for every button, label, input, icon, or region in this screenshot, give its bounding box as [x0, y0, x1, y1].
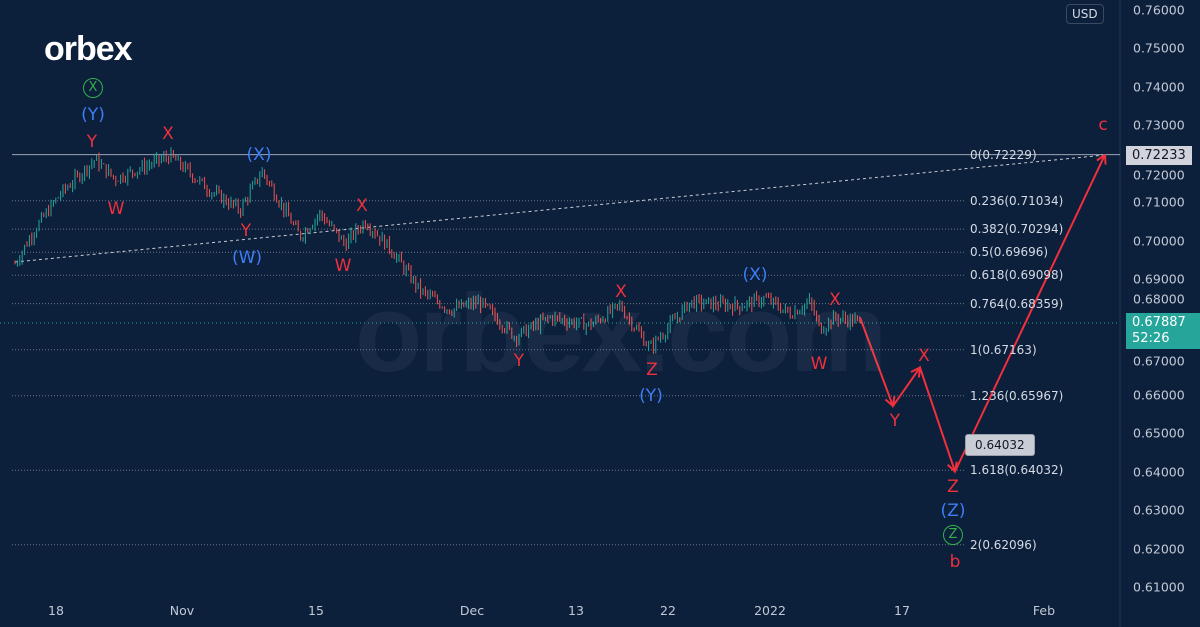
wave-label: Z: [947, 477, 959, 497]
arrow-head-icon: [884, 398, 894, 407]
wave-label: X: [829, 290, 841, 310]
watermark: orbex.com: [355, 272, 887, 395]
fib-level-label: 0.382(0.70294): [970, 222, 1064, 237]
candle-countdown: 52:26: [1132, 331, 1170, 346]
price-axis-label: 0.72000: [1133, 167, 1185, 182]
time-axis-label: 18: [48, 603, 64, 618]
currency-button[interactable]: USD: [1066, 4, 1104, 24]
orbex-logo: orbex: [44, 30, 133, 68]
price-axis-label: 0.61000: [1133, 579, 1185, 595]
time-axis-label: 2022: [754, 603, 786, 618]
time-axis-label: 13: [568, 603, 584, 618]
wave-label: b: [949, 552, 961, 572]
arrow-head-icon: [1096, 153, 1106, 162]
arrow-head-icon: [910, 366, 921, 373]
fib-trend-line: [14, 154, 1106, 263]
arrow-head-icon: [917, 367, 921, 378]
current-price-tag: 0.67887 52:26: [1126, 313, 1200, 349]
wave-label: Y: [240, 221, 252, 241]
time-axis-label: Nov: [169, 603, 195, 618]
arrow-head-icon: [1104, 154, 1107, 165]
price-axis-label: 0.73000: [1133, 117, 1185, 133]
target-price-callout: 0.64032: [965, 434, 1035, 456]
time-axis-label: 17: [894, 603, 910, 618]
wave-label: X: [83, 78, 103, 98]
price-axis-label: 0.76000: [1133, 2, 1185, 17]
price-axis-label: 0.66000: [1133, 387, 1185, 402]
fib-level-label: 1.618(0.64032): [970, 463, 1064, 478]
wave-label: (W): [231, 248, 263, 268]
fib-level-label: 1(0.67163): [970, 342, 1037, 357]
wave-label: Y: [513, 351, 525, 371]
wave-label: Z: [646, 360, 658, 380]
price-axis-label: 0.67000: [1133, 353, 1185, 369]
wave-label: (Y): [81, 105, 105, 125]
fibonacci-lines: [12, 154, 1120, 546]
wave-label: (X): [742, 265, 768, 285]
price-axis-label: 0.74000: [1133, 79, 1185, 94]
price-axis-label: 0.63000: [1133, 502, 1185, 518]
fib-level-label: 0.764(0.68359): [970, 296, 1064, 311]
current-price: 0.67887: [1132, 315, 1186, 330]
price-axis-label: 0.64000: [1133, 464, 1185, 479]
wave-label: Y: [86, 132, 98, 152]
fib-level-label: 0.5(0.69696): [970, 245, 1049, 260]
price-axis-label: 0.68000: [1133, 291, 1185, 306]
arrow-head-icon: [954, 461, 958, 472]
wave-label: Y: [889, 411, 901, 431]
arrow-head-icon: [946, 463, 956, 473]
time-axis-label: Feb: [1032, 603, 1056, 618]
time-axis-label: 22: [660, 603, 676, 618]
fib-level-label: 0.618(0.69098): [970, 268, 1064, 283]
wave-label: (Y): [639, 386, 663, 406]
time-axis-label: Dec: [459, 603, 485, 618]
wave-label: Z: [943, 525, 963, 545]
price-axis-label: 0.75000: [1133, 40, 1185, 56]
wave-label: W: [107, 199, 125, 219]
price-axis-label: 0.65000: [1133, 425, 1185, 441]
wave-label: X: [615, 282, 627, 302]
price-axis-label: 0.62000: [1133, 541, 1185, 556]
fib-level-label: 1.236(0.65967): [970, 388, 1064, 403]
candlesticks: [14, 147, 861, 355]
price-axis-label: 0.71000: [1133, 194, 1185, 210]
wave-label: (X): [246, 145, 272, 165]
fib-level-label: 0.236(0.71034): [970, 193, 1064, 208]
fib-level-label: 2(0.62096): [970, 537, 1037, 552]
arrow-head-icon: [892, 396, 896, 407]
wave-label: c: [1098, 115, 1108, 135]
wave-label: (Z): [940, 501, 966, 521]
wave-label: X: [918, 346, 930, 366]
time-axis-label: 15: [308, 603, 324, 618]
wave-label: W: [810, 354, 828, 374]
level-price-tag: 0.72233: [1126, 146, 1192, 165]
projection-path: [859, 153, 1107, 475]
wave-label: X: [162, 124, 174, 144]
fib-level-label: 0(0.72229): [970, 147, 1037, 162]
wave-label: W: [334, 256, 352, 276]
wave-label: X: [356, 196, 368, 216]
price-axis-label: 0.69000: [1133, 271, 1185, 287]
price-axis-label: 0.70000: [1133, 233, 1185, 248]
